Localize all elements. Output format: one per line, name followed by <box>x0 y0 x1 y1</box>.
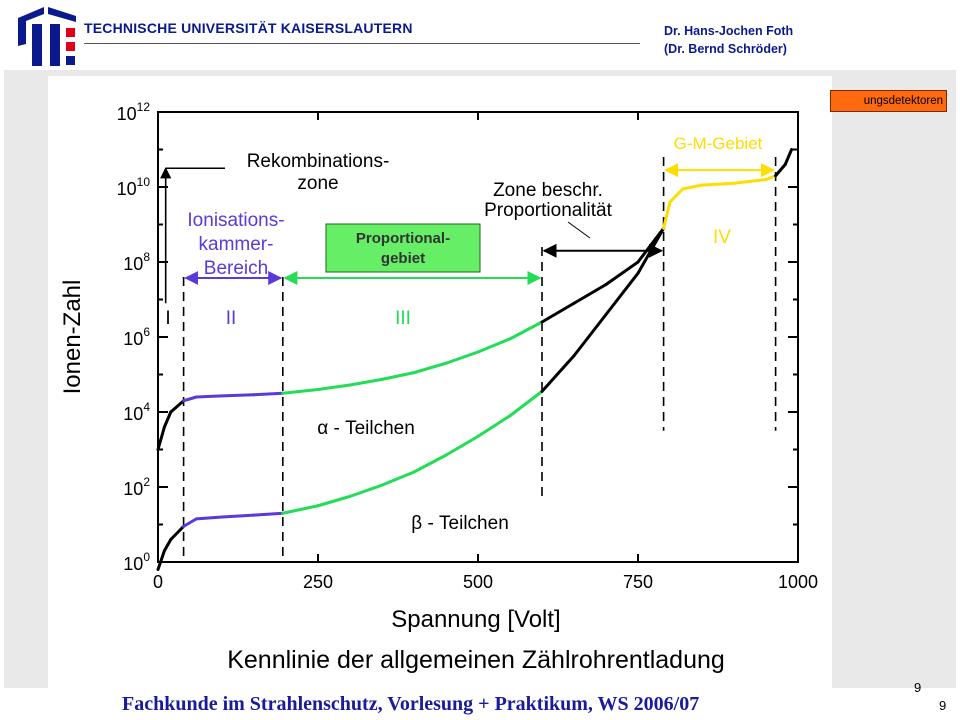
beta-label: β - Teilchen <box>411 513 509 534</box>
y-tick-label: 1010 <box>117 175 151 199</box>
region-numeral: II <box>226 308 237 329</box>
alpha-curve-segment <box>476 337 512 354</box>
y-tick-label: 1012 <box>117 100 151 124</box>
y-tick-label: 102 <box>123 475 150 499</box>
beta-curve-segment <box>220 513 256 519</box>
x-axis-label: Spannung [Volt] <box>391 606 560 633</box>
beta-curve-segment <box>162 538 173 553</box>
chart-panel <box>48 76 832 688</box>
beta-curve-segment <box>604 271 640 316</box>
alpha-curve-segment <box>156 425 166 451</box>
gm-curve-segment <box>783 148 794 166</box>
university-name: TECHNISCHE UNIVERSITÄT KAISERSLAUTERN <box>84 20 413 36</box>
alpha-curve-segment <box>348 377 384 387</box>
beta-curve-segment <box>508 389 544 418</box>
x-tick-label: 250 <box>303 572 333 592</box>
plot-frame <box>157 111 799 563</box>
gm-curve-segment <box>681 183 704 191</box>
alpha-curve-segment <box>281 388 320 395</box>
alpha-curve-segment <box>380 371 416 381</box>
alpha-curve-segment <box>220 393 256 398</box>
beta-curve-segment <box>348 483 384 498</box>
gm-curve-segment <box>662 200 672 230</box>
alpha-curve-segment <box>169 399 186 414</box>
page-number: 9 <box>914 680 922 695</box>
alpha-curve-segment <box>162 410 173 429</box>
beta-curve-segment <box>444 434 480 457</box>
university-logo <box>18 7 76 66</box>
gm-curve-segment <box>700 181 736 187</box>
proportional-label: Proportional- <box>356 230 450 247</box>
beta-curve-segment <box>572 313 608 358</box>
alpha-curve-segment <box>316 383 352 391</box>
header-divider <box>84 43 640 44</box>
beta-curve-segment <box>281 504 320 515</box>
beta-curve-segment <box>476 414 512 438</box>
alpha-curve-segment <box>508 320 544 341</box>
proportional-label: gebiet <box>381 250 425 267</box>
course-footer: Fachkunde im Strahlenschutz, Vorlesung +… <box>122 693 700 715</box>
alpha-curve-segment <box>182 395 198 403</box>
recombination-pointer <box>166 168 225 304</box>
zone-leader <box>567 221 591 239</box>
proportional-box <box>325 223 481 273</box>
recombination-label: Rekombinations- <box>247 151 390 172</box>
alpha-curve-segment <box>444 350 480 365</box>
alpha-label: α - Teilchen <box>317 418 415 439</box>
x-tick-label: 0 <box>153 572 163 592</box>
alpha-curve-segment <box>540 301 576 324</box>
beta-curve-segment <box>194 515 224 521</box>
chart-title: Kennlinie der allgemeinen Zählrohrentlad… <box>227 646 725 674</box>
x-tick-label: 1000 <box>778 572 818 592</box>
recombination-label: zone <box>297 173 338 194</box>
beta-curve-segment <box>169 524 186 541</box>
zone-label: Proportionalität <box>484 200 613 221</box>
alpha-curve-segment <box>412 361 448 375</box>
y-axis-label: Ionen-Zahl <box>59 280 86 395</box>
region-numeral: IV <box>713 227 731 248</box>
gm-label: G-M-Gebiet <box>674 134 763 153</box>
gm-curve-segment <box>764 174 778 181</box>
beta-curve-segment <box>316 494 352 508</box>
alpha-curve-segment <box>604 260 640 286</box>
alpha-curve-segment <box>252 391 285 397</box>
slide-number: 9 <box>939 698 947 713</box>
beta-curve-segment <box>156 549 166 571</box>
beta-curve-segment <box>380 470 416 487</box>
ionisation-label: Bereich <box>204 258 268 279</box>
alpha-curve-segment <box>194 394 224 399</box>
zone-label: Zone beschr. <box>493 180 603 201</box>
beta-curve-segment <box>540 354 576 393</box>
beta-curve-segment <box>412 453 448 474</box>
ionisation-label: kammer- <box>199 234 274 255</box>
y-tick-label: 106 <box>123 325 150 349</box>
region-numeral: I <box>165 308 170 329</box>
slide-header: TECHNISCHE UNIVERSITÄT KAISERSLAUTERN Dr… <box>0 0 960 70</box>
gm-curve-segment <box>732 178 768 185</box>
author-name: Dr. Hans-Jochen Foth <box>664 24 794 38</box>
slide-footer <box>0 688 960 720</box>
gm-curve-segment <box>668 187 685 204</box>
region-numeral: III <box>395 308 411 329</box>
x-tick-label: 750 <box>623 572 653 592</box>
alpha-curve-segment <box>572 283 608 305</box>
section-tag[interactable]: ungsdetektoren <box>830 90 947 112</box>
beta-curve-segment <box>252 511 285 517</box>
author-block: Dr. Hans-Jochen Foth (Dr. Bernd Schröder… <box>664 22 793 58</box>
x-tick-label: 500 <box>463 572 493 592</box>
author-secondary: (Dr. Bernd Schröder) <box>664 42 787 56</box>
beta-curve-segment <box>182 517 198 528</box>
ionisation-label: Ionisations- <box>187 210 284 231</box>
y-tick-label: 104 <box>123 400 150 424</box>
y-tick-label: 100 <box>123 550 150 574</box>
y-tick-label: 108 <box>123 250 150 274</box>
gm-curve-segment <box>774 163 787 178</box>
